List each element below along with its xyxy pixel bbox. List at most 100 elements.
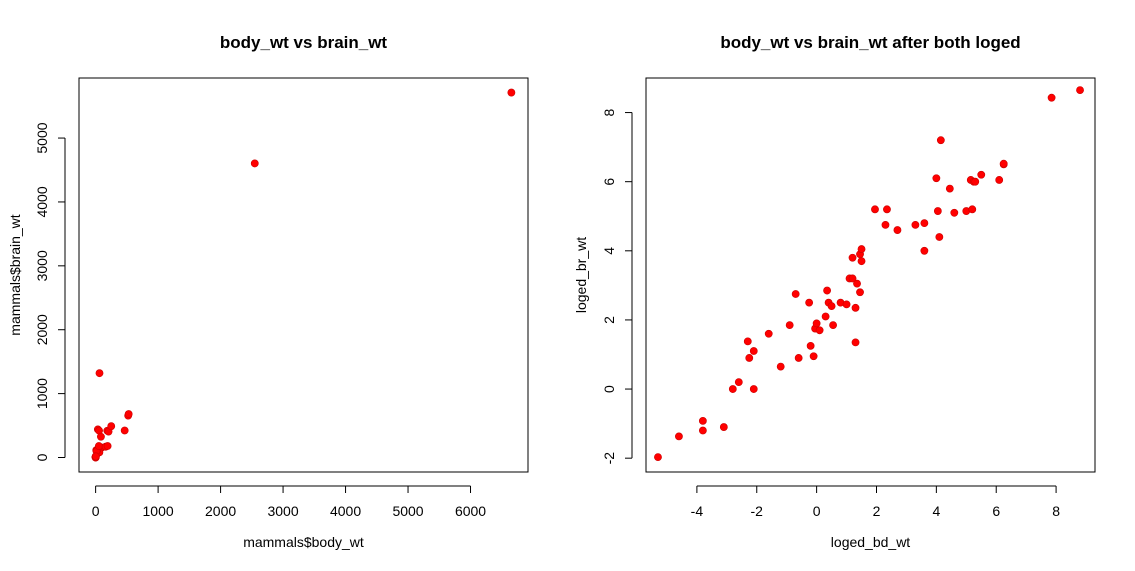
data-point	[827, 302, 836, 311]
plot-frame	[78, 77, 529, 473]
data-point	[785, 321, 794, 330]
data-point	[103, 442, 112, 450]
x-tick-label: 5000	[392, 503, 423, 519]
data-point	[999, 159, 1008, 168]
data-point	[97, 432, 105, 441]
data-point	[776, 362, 785, 371]
data-point	[823, 286, 831, 295]
chart-title: body_wt vs brain_wt after both loged	[720, 33, 1020, 52]
data-point	[728, 385, 737, 393]
data-point	[1047, 93, 1056, 102]
data-point	[932, 174, 941, 183]
data-point	[812, 319, 821, 328]
data-point	[936, 136, 945, 145]
data-point	[745, 354, 754, 362]
data-point	[911, 220, 920, 229]
data-point	[883, 205, 891, 214]
data-point	[848, 253, 857, 262]
x-tick-label: -4	[691, 503, 704, 519]
x-tick-label: 2000	[205, 503, 236, 519]
data-point	[935, 233, 944, 241]
data-point	[91, 452, 100, 461]
data-point	[968, 205, 977, 214]
data-point	[675, 432, 683, 441]
data-point	[856, 288, 864, 297]
data-point	[809, 352, 818, 361]
x-tick-label: 0	[813, 503, 821, 519]
left-scatter-plot: body_wt vs brain_wt 0 1000 2000 3000 4000 5000…	[7, 33, 529, 550]
data-point	[815, 326, 824, 335]
x-tick-label: 1000	[143, 503, 174, 519]
y-tick-label: 0	[34, 453, 50, 461]
x-tick-label: 3000	[267, 503, 298, 519]
y-tick-label: 4000	[34, 186, 50, 217]
data-point	[806, 341, 815, 350]
y-tick-label: 0	[601, 385, 617, 393]
data-point	[749, 385, 758, 393]
data-point	[794, 354, 803, 362]
data-point	[871, 205, 879, 214]
data-point	[1076, 86, 1084, 94]
x-axis-title: mammals$body_wt	[243, 534, 364, 550]
data-point	[124, 410, 133, 418]
x-tick-label: 6	[992, 503, 1000, 519]
data-point	[977, 170, 986, 179]
data-point	[933, 207, 942, 215]
data-point	[250, 159, 259, 168]
x-tick-label: 4	[932, 503, 940, 519]
data-point	[821, 312, 830, 321]
x-tick-label: 8	[1052, 503, 1060, 519]
data-point	[507, 88, 516, 97]
y-tick-label: 3000	[34, 250, 50, 281]
y-tick-label: 4	[601, 247, 617, 255]
data-point	[719, 423, 728, 431]
data-point	[851, 303, 860, 312]
data-point	[857, 245, 866, 253]
y-tick-label: 8	[601, 108, 617, 116]
plot-frame	[645, 77, 1096, 473]
data-point	[893, 226, 902, 234]
data-point	[829, 321, 837, 330]
data-point	[764, 329, 773, 338]
data-point	[805, 298, 814, 307]
right-scatter-plot: body_wt vs brain_wt after both loged -4 -2…	[573, 33, 1096, 550]
data-point	[971, 177, 980, 186]
data-point	[920, 246, 929, 255]
data-point	[857, 257, 866, 266]
data-point	[848, 274, 857, 283]
x-axis-title: loged_bd_wt	[831, 534, 911, 550]
data-point	[94, 442, 103, 450]
x-tick-label: 2	[873, 503, 881, 519]
chart-title: body_wt vs brain_wt	[220, 33, 388, 52]
data-point	[698, 426, 707, 435]
y-tick-label: -2	[601, 452, 617, 465]
data-point	[851, 338, 860, 347]
data-point	[698, 416, 707, 425]
data-point	[995, 176, 1004, 184]
y-tick-label: 5000	[34, 122, 50, 153]
data-point	[881, 220, 890, 229]
y-tick-label: 6	[601, 178, 617, 186]
data-point	[842, 300, 851, 309]
y-tick-label: 1000	[34, 378, 50, 409]
x-tick-label: 6000	[455, 503, 486, 519]
y-tick-label: 2000	[34, 314, 50, 345]
x-tick-label: 4000	[330, 503, 361, 519]
data-point	[945, 184, 954, 193]
data-point	[853, 279, 861, 288]
y-axis-title: loged_br_wt	[573, 237, 589, 313]
data-point	[749, 347, 758, 355]
data-point	[743, 337, 752, 346]
data-point	[95, 369, 104, 378]
data-point	[734, 378, 743, 387]
x-tick-label: 0	[92, 503, 100, 519]
y-tick-label: 2	[601, 316, 617, 324]
data-point	[791, 290, 800, 298]
x-tick-label: -2	[751, 503, 764, 519]
data-point	[950, 208, 959, 217]
data-point	[654, 453, 662, 462]
data-point	[920, 219, 929, 228]
data-point	[120, 426, 129, 435]
y-axis-title: mammals$brain_wt	[7, 214, 23, 335]
